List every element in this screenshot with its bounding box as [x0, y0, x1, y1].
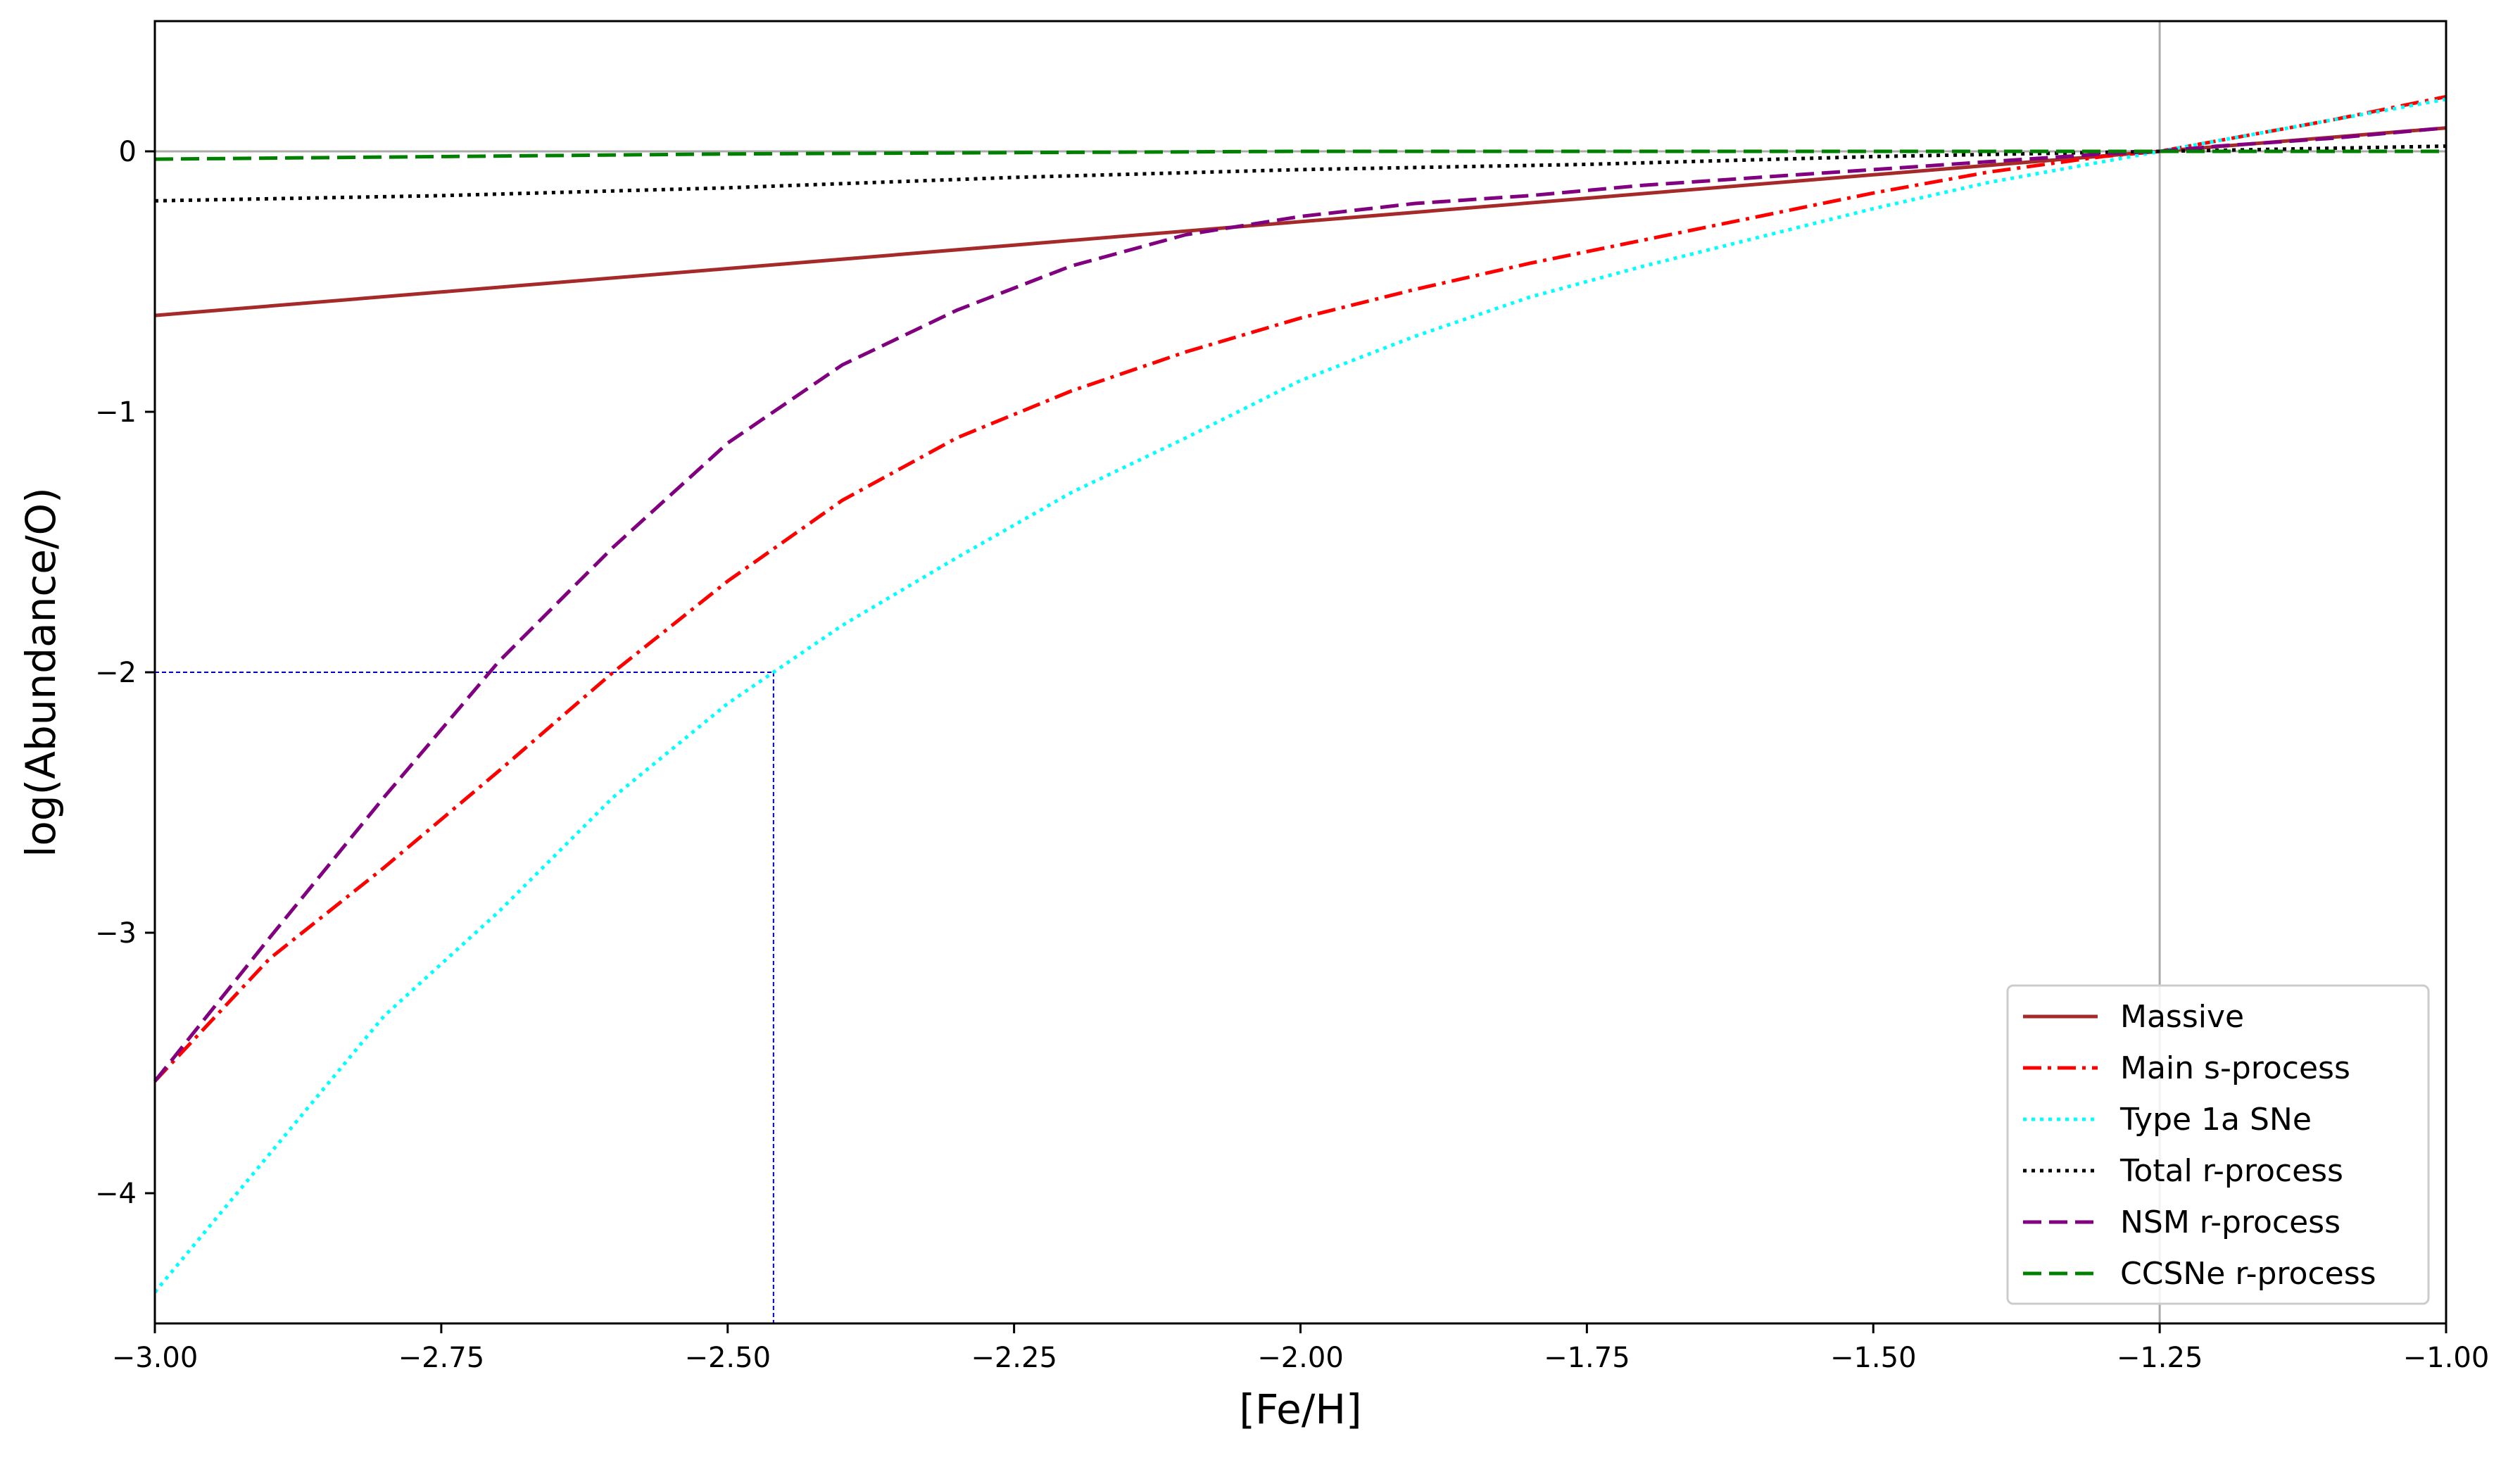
- series-line-type-1a-sne: [153, 97, 2447, 1294]
- y-tick-label: −4: [95, 1178, 137, 1210]
- legend-label-nsm-r-process: NSM r-process: [2120, 1204, 2341, 1240]
- marker-guide: [155, 672, 774, 1323]
- series-line-nsm-r-process: [153, 126, 2447, 1083]
- legend-label-type-1a-sne: Type 1a SNe: [2119, 1102, 2312, 1138]
- x-tick-label: −2.75: [398, 1342, 485, 1374]
- y-axis-label: log(Abundance/O): [17, 487, 65, 857]
- x-axis-label: [Fe/H]: [1239, 1385, 1361, 1433]
- legend: Massive Main s-process Type 1a SNe Total r-…: [2006, 984, 2430, 1305]
- series-line-ccsne-r-process: [154, 149, 2446, 161]
- series-lines: [153, 94, 2447, 1294]
- legend-label-total-r-process: Total r-process: [2119, 1153, 2343, 1189]
- x-tick-label: −2.25: [971, 1342, 1057, 1374]
- legend-label-ccsne-r-process: CCSNe r-process: [2120, 1256, 2376, 1292]
- x-tick-label: −1.25: [2117, 1342, 2203, 1374]
- y-axis-ticks: 0 −1 −2 −3 −4: [95, 136, 155, 1210]
- y-tick-label: −2: [95, 657, 137, 689]
- series-line-massive: [154, 126, 2447, 317]
- legend-label-massive: Massive: [2120, 999, 2244, 1035]
- x-tick-label: −1.00: [2403, 1342, 2490, 1374]
- x-tick-label: −1.75: [1544, 1342, 1630, 1374]
- series-line-main-s-process: [153, 94, 2447, 1083]
- legend-box: [2006, 984, 2430, 1305]
- x-tick-label: −2.50: [684, 1342, 771, 1374]
- x-tick-label: −3.00: [112, 1342, 199, 1374]
- x-tick-label: −1.50: [1830, 1342, 1917, 1374]
- y-tick-label: −1: [95, 396, 137, 429]
- y-tick-label: 0: [119, 136, 137, 168]
- legend-label-main-s-process: Main s-process: [2120, 1050, 2350, 1086]
- x-axis-ticks: −3.00 −2.75 −2.50 −2.25 −2.00 −1.75 −1.50 −1.25…: [112, 1323, 2490, 1374]
- x-tick-label: −2.00: [1257, 1342, 1344, 1374]
- y-tick-label: −3: [95, 917, 137, 950]
